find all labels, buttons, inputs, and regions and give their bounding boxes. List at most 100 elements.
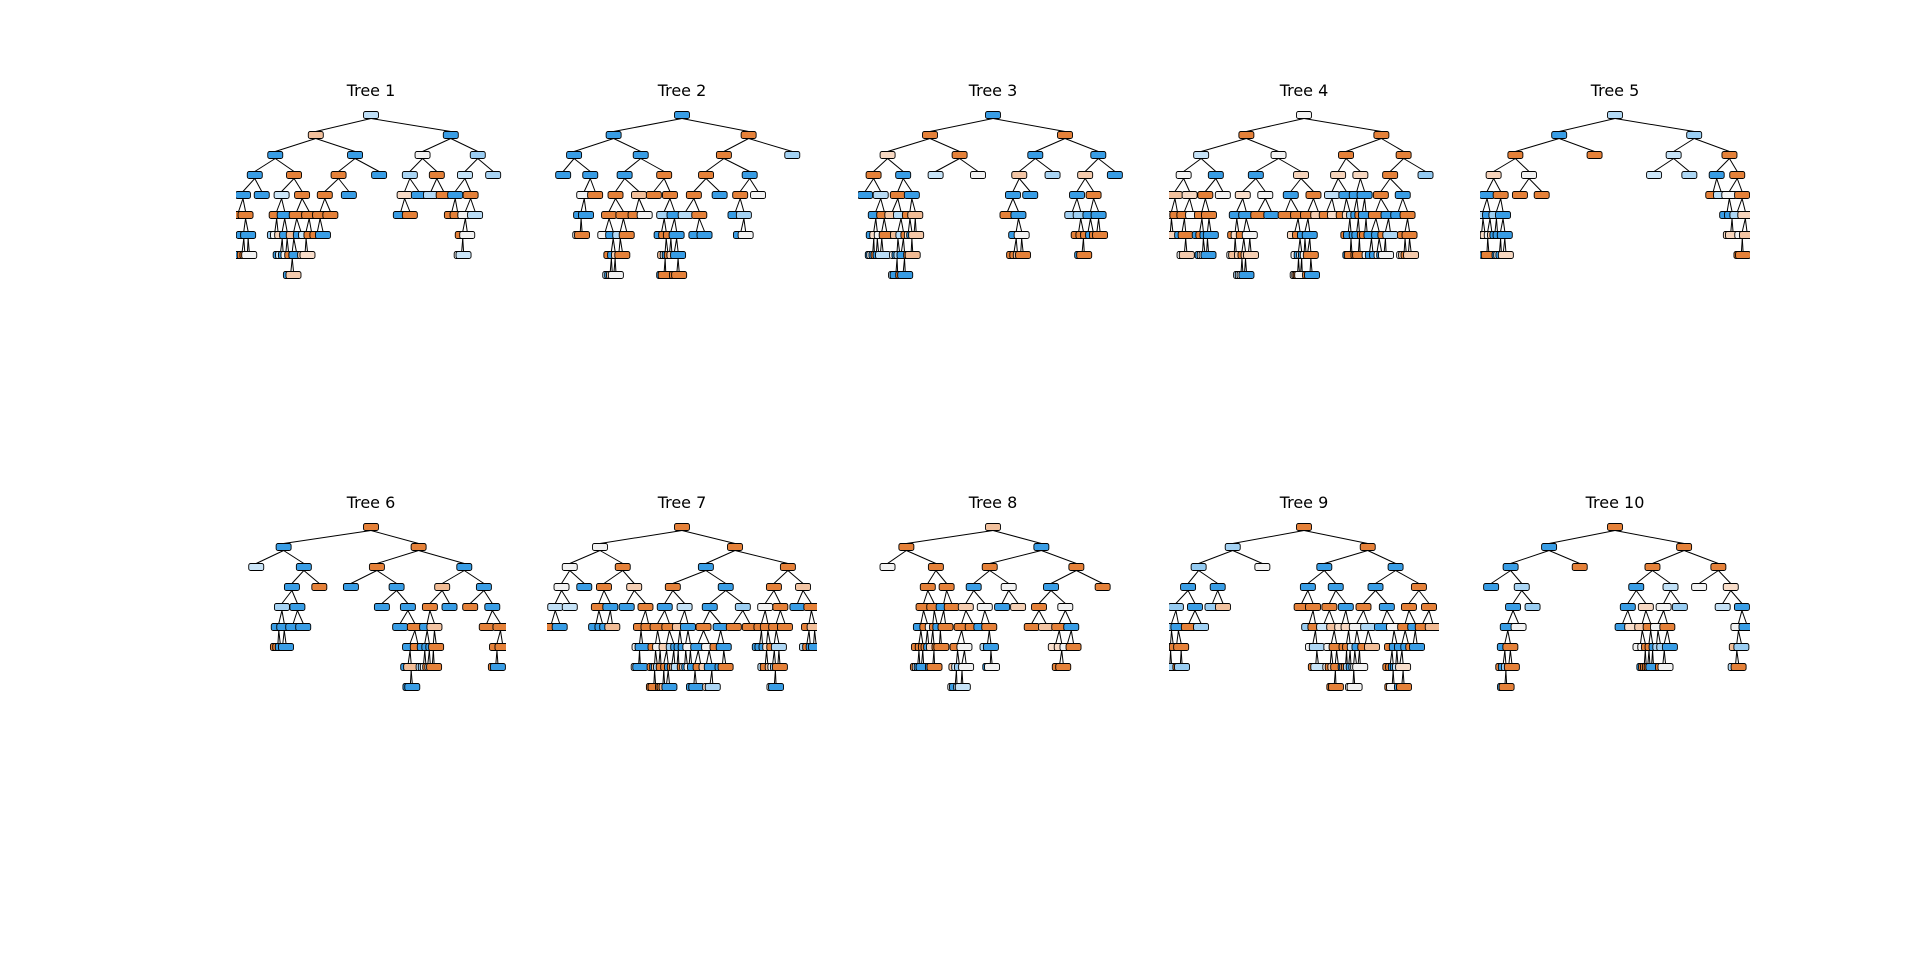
tree-edge xyxy=(1290,178,1302,192)
tree-node xyxy=(614,251,631,259)
tree-edge xyxy=(1744,218,1748,232)
tree-edge xyxy=(1736,650,1740,664)
tree-node xyxy=(908,231,925,239)
tree-edge xyxy=(923,590,929,604)
tree-edge xyxy=(1346,650,1348,664)
tree-edge xyxy=(409,178,420,192)
tree-edge xyxy=(1741,198,1746,212)
tree-edge xyxy=(1255,178,1266,192)
tree-edge xyxy=(1181,218,1185,232)
tree-edge xyxy=(677,630,681,644)
tree-edge xyxy=(1034,158,1053,172)
tree-node xyxy=(803,603,817,611)
tree-node xyxy=(704,683,721,691)
tree-edge xyxy=(1198,550,1233,564)
tree-node xyxy=(1387,563,1404,571)
tree-edge xyxy=(1627,590,1637,604)
tree-edge xyxy=(1064,138,1099,152)
tree-node xyxy=(614,563,631,571)
tree-node xyxy=(858,191,874,199)
tree-diagram xyxy=(858,111,1123,279)
tree-edge xyxy=(1058,610,1066,624)
tree-edge xyxy=(441,570,465,584)
tree-edge xyxy=(1495,218,1498,232)
tree-edge xyxy=(1356,630,1360,644)
tree-edge xyxy=(432,650,435,664)
tree-edge xyxy=(598,590,605,604)
tree-nodes xyxy=(1169,523,1439,691)
tree-edge xyxy=(927,570,937,584)
tree-edge xyxy=(779,610,786,624)
tree-edge xyxy=(1089,198,1095,212)
tree-edge xyxy=(959,158,979,172)
tree-node xyxy=(1174,663,1190,671)
tree-edge xyxy=(808,630,811,644)
tree-edge xyxy=(875,218,878,232)
tree-edge xyxy=(1309,238,1312,252)
tree-node xyxy=(727,543,743,551)
tree-node xyxy=(922,131,938,139)
tree-edge xyxy=(1183,218,1187,232)
tree-edge xyxy=(961,650,965,664)
tree-node xyxy=(553,583,570,591)
tree-node xyxy=(1659,623,1676,631)
tree-edge xyxy=(684,610,689,624)
tree-node xyxy=(1038,623,1054,631)
tree-edge xyxy=(1071,198,1078,212)
tree-edge xyxy=(653,178,665,192)
tree-edge xyxy=(1559,138,1595,152)
tree-edge xyxy=(764,590,775,604)
tree-edge xyxy=(881,218,885,232)
tree-node xyxy=(697,563,714,571)
tree-node xyxy=(1359,543,1376,551)
tree-edge xyxy=(923,610,928,624)
tree-edge xyxy=(598,610,603,624)
tree-edge xyxy=(464,198,472,212)
tree-edge xyxy=(1018,178,1031,192)
tree-node xyxy=(1190,563,1207,571)
tree-edge xyxy=(1641,610,1647,624)
tree-edge xyxy=(562,158,575,172)
tree-edge xyxy=(810,610,816,624)
tree-edge xyxy=(896,258,899,272)
tree-node xyxy=(299,251,316,259)
tree-edges xyxy=(256,530,503,684)
tree-edge xyxy=(1303,530,1368,544)
tree-edge xyxy=(583,178,591,192)
tree-edge xyxy=(609,610,613,624)
tree-node xyxy=(363,111,379,119)
tree-nodes xyxy=(1480,111,1750,259)
tree-node xyxy=(1628,583,1645,591)
tree-edge xyxy=(1328,590,1337,604)
tree-node xyxy=(434,583,451,591)
tree-node xyxy=(604,623,621,631)
tree-node xyxy=(388,583,405,591)
tree-edge xyxy=(961,630,965,644)
tree-edge xyxy=(965,590,975,604)
tree-node xyxy=(958,663,975,671)
tree-edge xyxy=(902,238,906,252)
tree-node xyxy=(401,171,418,179)
tree-edge xyxy=(483,590,493,604)
tree-edge xyxy=(1241,238,1245,252)
tree-node xyxy=(330,171,347,179)
tree-edge xyxy=(957,630,963,644)
tree-edge xyxy=(624,178,640,192)
tree-edge xyxy=(1397,198,1404,212)
tree-edges xyxy=(550,530,817,684)
tree-node xyxy=(426,663,443,671)
tree-edge xyxy=(319,218,324,232)
tree-edge xyxy=(1487,218,1491,232)
tree-edge xyxy=(1215,178,1224,192)
tree-edge xyxy=(469,590,485,604)
tree-edge xyxy=(1663,650,1667,664)
tree-node xyxy=(295,563,312,571)
tree-edge xyxy=(655,650,658,664)
tree-edge xyxy=(709,610,722,624)
tree-edge xyxy=(1264,198,1272,212)
tree-edge xyxy=(569,550,601,564)
tree-node xyxy=(1733,643,1750,651)
tree-edge xyxy=(711,670,714,684)
tree-edge xyxy=(1336,650,1339,664)
tree-edge xyxy=(291,258,294,272)
